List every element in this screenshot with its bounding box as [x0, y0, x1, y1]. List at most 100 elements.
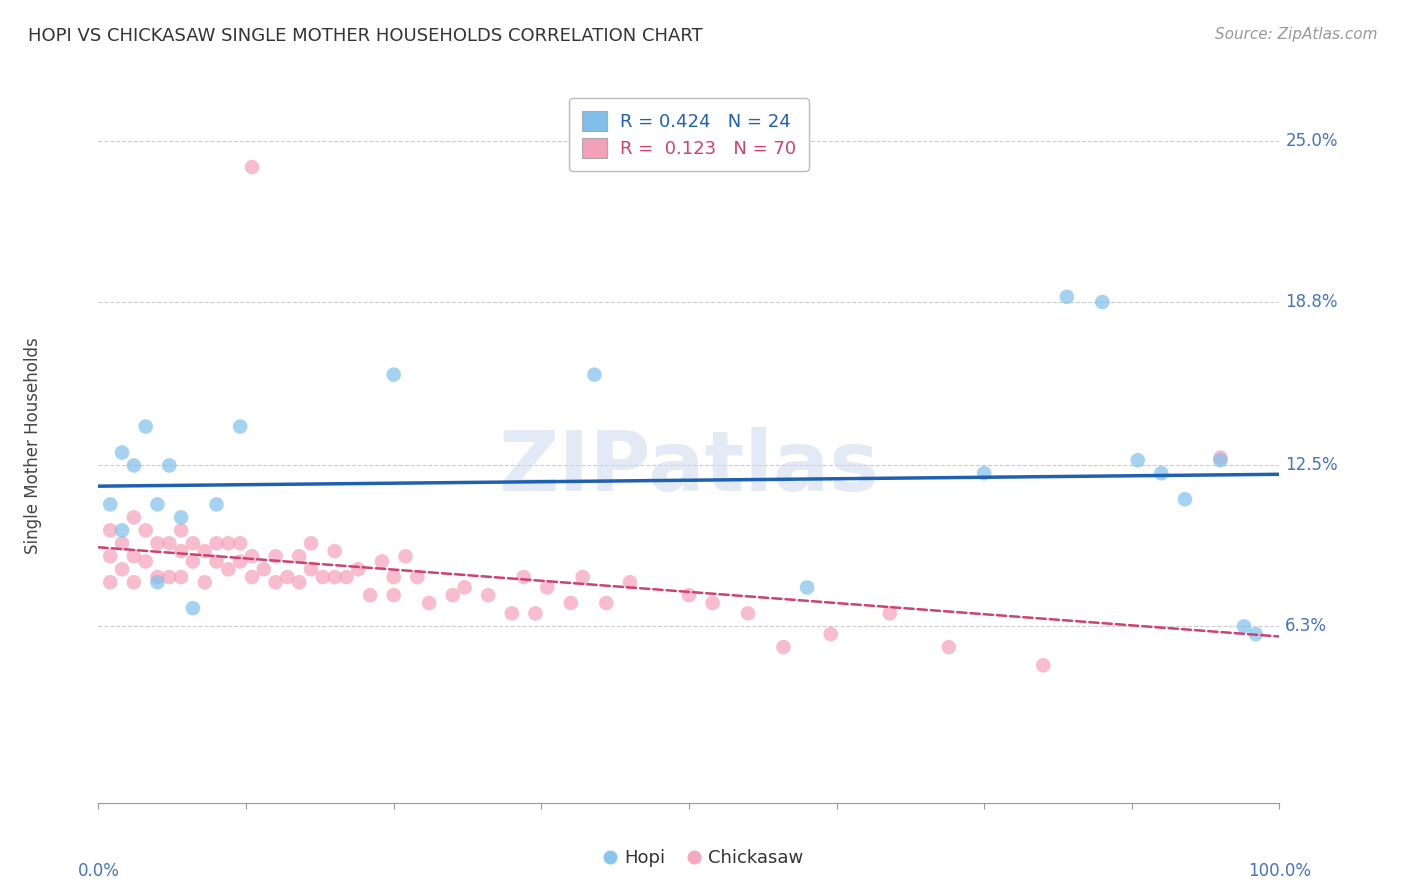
Point — [1233, 619, 1256, 633]
Point — [122, 549, 145, 564]
Point — [217, 536, 239, 550]
Point — [98, 524, 121, 538]
Text: Single Mother Households: Single Mother Households — [24, 338, 42, 554]
Point — [98, 549, 121, 564]
Point — [1032, 658, 1054, 673]
Point — [583, 368, 606, 382]
Point — [595, 596, 617, 610]
Point — [98, 497, 121, 511]
Point — [288, 575, 311, 590]
Text: 100.0%: 100.0% — [1249, 863, 1310, 880]
Point — [111, 562, 134, 576]
Point — [512, 570, 534, 584]
Point — [702, 596, 724, 610]
Point — [1126, 453, 1149, 467]
Text: 6.3%: 6.3% — [1285, 617, 1327, 635]
Point — [347, 562, 370, 576]
Point — [205, 497, 228, 511]
Legend: R = 0.424   N = 24, R =  0.123   N = 70: R = 0.424 N = 24, R = 0.123 N = 70 — [569, 98, 808, 170]
Text: 12.5%: 12.5% — [1285, 457, 1339, 475]
Point — [170, 524, 193, 538]
Text: 25.0%: 25.0% — [1285, 132, 1339, 150]
Text: 18.8%: 18.8% — [1285, 293, 1339, 311]
Point — [122, 575, 145, 590]
Point — [371, 554, 394, 568]
Point — [382, 368, 405, 382]
Point — [1091, 295, 1114, 310]
Point — [122, 510, 145, 524]
Text: 0.0%: 0.0% — [77, 863, 120, 880]
Point — [418, 596, 440, 610]
Point — [146, 536, 169, 550]
Point — [194, 544, 217, 558]
Point — [382, 570, 405, 584]
Point — [737, 607, 759, 621]
Point — [571, 570, 593, 584]
Point — [299, 536, 322, 550]
Point — [973, 467, 995, 481]
Point — [146, 575, 169, 590]
Text: HOPI VS CHICKASAW SINGLE MOTHER HOUSEHOLDS CORRELATION CHART: HOPI VS CHICKASAW SINGLE MOTHER HOUSEHOL… — [28, 27, 703, 45]
Point — [1056, 290, 1078, 304]
Point — [335, 570, 357, 584]
Point — [299, 562, 322, 576]
Point — [135, 554, 157, 568]
Point — [205, 536, 228, 550]
Point — [1209, 450, 1232, 465]
Point — [146, 570, 169, 584]
Point — [678, 588, 700, 602]
Point — [135, 524, 157, 538]
Point — [217, 562, 239, 576]
Point — [1150, 467, 1173, 481]
Point — [253, 562, 276, 576]
Point — [524, 607, 547, 621]
Point — [181, 536, 204, 550]
Point — [477, 588, 499, 602]
Point — [276, 570, 298, 584]
Point — [157, 570, 180, 584]
Point — [181, 601, 204, 615]
Point — [560, 596, 582, 610]
Point — [938, 640, 960, 654]
Legend: Hopi, Chickasaw: Hopi, Chickasaw — [595, 842, 811, 874]
Text: Source: ZipAtlas.com: Source: ZipAtlas.com — [1215, 27, 1378, 42]
Point — [772, 640, 794, 654]
Point — [170, 570, 193, 584]
Point — [157, 458, 180, 473]
Point — [111, 536, 134, 550]
Point — [98, 575, 121, 590]
Point — [406, 570, 429, 584]
Point — [264, 575, 287, 590]
Point — [1209, 453, 1232, 467]
Point — [796, 581, 818, 595]
Point — [441, 588, 464, 602]
Point — [111, 524, 134, 538]
Point — [323, 544, 346, 558]
Point — [879, 607, 901, 621]
Point — [312, 570, 335, 584]
Point — [111, 445, 134, 459]
Point — [194, 575, 217, 590]
Point — [382, 588, 405, 602]
Point — [205, 554, 228, 568]
Point — [181, 554, 204, 568]
Point — [394, 549, 416, 564]
Point — [240, 549, 263, 564]
Point — [820, 627, 842, 641]
Point — [288, 549, 311, 564]
Point — [157, 536, 180, 550]
Point — [1174, 492, 1197, 507]
Point — [619, 575, 641, 590]
Point — [501, 607, 523, 621]
Point — [264, 549, 287, 564]
Point — [229, 554, 252, 568]
Point — [453, 581, 475, 595]
Point — [229, 536, 252, 550]
Point — [170, 544, 193, 558]
Point — [146, 497, 169, 511]
Point — [1244, 627, 1267, 641]
Point — [240, 570, 263, 584]
Point — [323, 570, 346, 584]
Point — [122, 458, 145, 473]
Point — [359, 588, 381, 602]
